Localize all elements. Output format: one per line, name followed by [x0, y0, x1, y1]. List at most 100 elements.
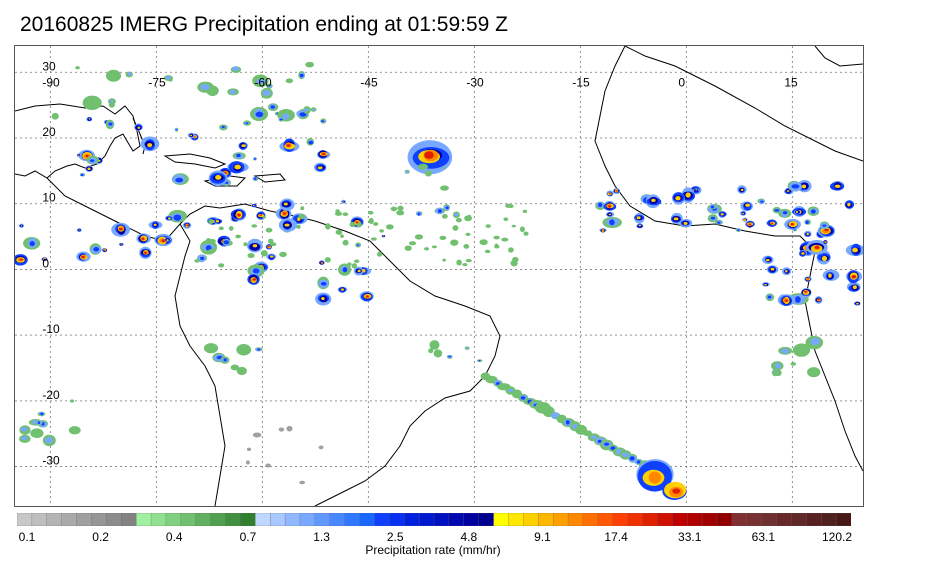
precip-cell	[774, 209, 780, 212]
precip-cell	[194, 259, 200, 263]
precip-cell	[186, 224, 189, 227]
precip-cell	[368, 217, 374, 225]
precip-cell	[396, 210, 405, 216]
precip-cell	[230, 364, 240, 371]
colorbar-swatch	[538, 513, 554, 526]
precip-cell	[629, 456, 635, 461]
longitude-labels: -90 -75 -60 -45 -30 -15 0 15	[42, 75, 798, 89]
precip-cell	[760, 200, 764, 203]
precip-cell	[786, 190, 790, 192]
precip-cell	[828, 273, 832, 278]
precip-cell	[484, 249, 491, 254]
latitude-label: 20	[42, 125, 56, 139]
precip-cell	[465, 258, 472, 263]
precip-cell	[608, 205, 612, 208]
precip-cell	[270, 105, 275, 109]
precip-cell	[317, 166, 323, 170]
precip-cell	[465, 346, 469, 350]
precip-cell	[414, 234, 424, 240]
precip-cell	[232, 66, 239, 72]
colorbar-swatch	[76, 513, 92, 526]
precip-cell	[792, 343, 811, 357]
precip-cell	[45, 436, 54, 444]
colorbar-swatch	[672, 513, 688, 526]
colorbar-tick-label: 0.1	[18, 530, 36, 544]
precip-cell	[622, 452, 630, 458]
precip-cell	[505, 203, 512, 208]
precip-cell	[260, 214, 262, 217]
precipitation-cells	[15, 61, 863, 500]
precip-cell	[305, 61, 315, 68]
colorbar-swatch	[716, 513, 733, 526]
precip-cell	[268, 245, 270, 248]
precip-cell	[252, 278, 257, 281]
precip-cell	[308, 140, 314, 145]
precip-cell	[764, 283, 767, 286]
precip-cell	[453, 213, 459, 217]
colorbar-swatch	[195, 513, 212, 526]
precip-cell	[720, 213, 724, 216]
precip-cell	[357, 244, 360, 247]
precip-cell	[710, 216, 716, 220]
precip-cell	[385, 224, 394, 230]
precip-cell	[30, 428, 44, 439]
precip-cell	[441, 214, 448, 219]
precip-cell	[245, 122, 249, 125]
precip-cell	[510, 259, 518, 267]
precip-cell	[118, 228, 123, 231]
precip-cell	[161, 239, 166, 243]
precip-cell	[255, 111, 264, 118]
precip-cell	[68, 426, 81, 435]
precip-cell	[283, 212, 286, 215]
colorbar-swatch	[180, 513, 197, 526]
colorbar-swatch	[255, 513, 271, 526]
precip-cell	[770, 267, 775, 271]
colorbar-tick-label: 0.7	[239, 530, 257, 544]
colorbar-swatch	[731, 513, 748, 526]
precip-cell	[37, 421, 41, 425]
precip-cell	[636, 460, 641, 464]
colorbar-tick-label: 2.5	[386, 530, 404, 544]
colorbar-tick-label: 120.2	[821, 530, 853, 544]
latitude-label: -10	[42, 322, 60, 336]
precip-cell	[494, 243, 499, 247]
longitude-label: -45	[360, 75, 378, 89]
precip-cell	[675, 196, 681, 201]
longitude-label: 15	[784, 75, 798, 89]
precip-cell	[200, 256, 205, 260]
precip-cell	[88, 118, 91, 120]
precip-cell	[147, 143, 153, 148]
precip-cell	[814, 245, 820, 249]
precip-cell	[479, 239, 488, 246]
colorbar-swatch	[761, 513, 777, 526]
colorbar-swatch	[642, 513, 658, 526]
precip-cell	[463, 244, 470, 249]
precip-cell	[215, 175, 222, 180]
precip-cell	[636, 216, 641, 220]
colorbar-swatch	[582, 513, 599, 526]
precip-cell	[685, 192, 691, 198]
precip-cell	[93, 247, 100, 252]
precip-cell	[89, 159, 95, 162]
precip-cell	[267, 84, 272, 88]
latitude-label: -30	[42, 454, 60, 468]
colorbar-swatch	[567, 513, 584, 526]
colorbar-tick-label: 4.8	[460, 530, 478, 544]
colorbar-tick-label: 1.3	[313, 530, 330, 544]
precip-cell	[824, 228, 830, 232]
precip-cell	[817, 298, 820, 301]
plot-title: 20160825 IMERG Precipitation ending at 0…	[20, 13, 508, 36]
colorbar-swatch	[46, 513, 63, 526]
precip-cell	[20, 225, 23, 227]
colorbar-swatch	[165, 513, 182, 526]
precip-cell	[200, 84, 210, 91]
precip-cell	[321, 152, 326, 155]
precip-cell	[771, 222, 774, 225]
precip-cell	[236, 345, 249, 354]
colorbar-swatch	[448, 513, 465, 526]
precip-cell	[748, 223, 752, 226]
precip-cell	[478, 359, 481, 362]
precip-cell	[303, 108, 309, 112]
precip-cell	[501, 237, 509, 242]
precip-cell	[805, 220, 809, 225]
